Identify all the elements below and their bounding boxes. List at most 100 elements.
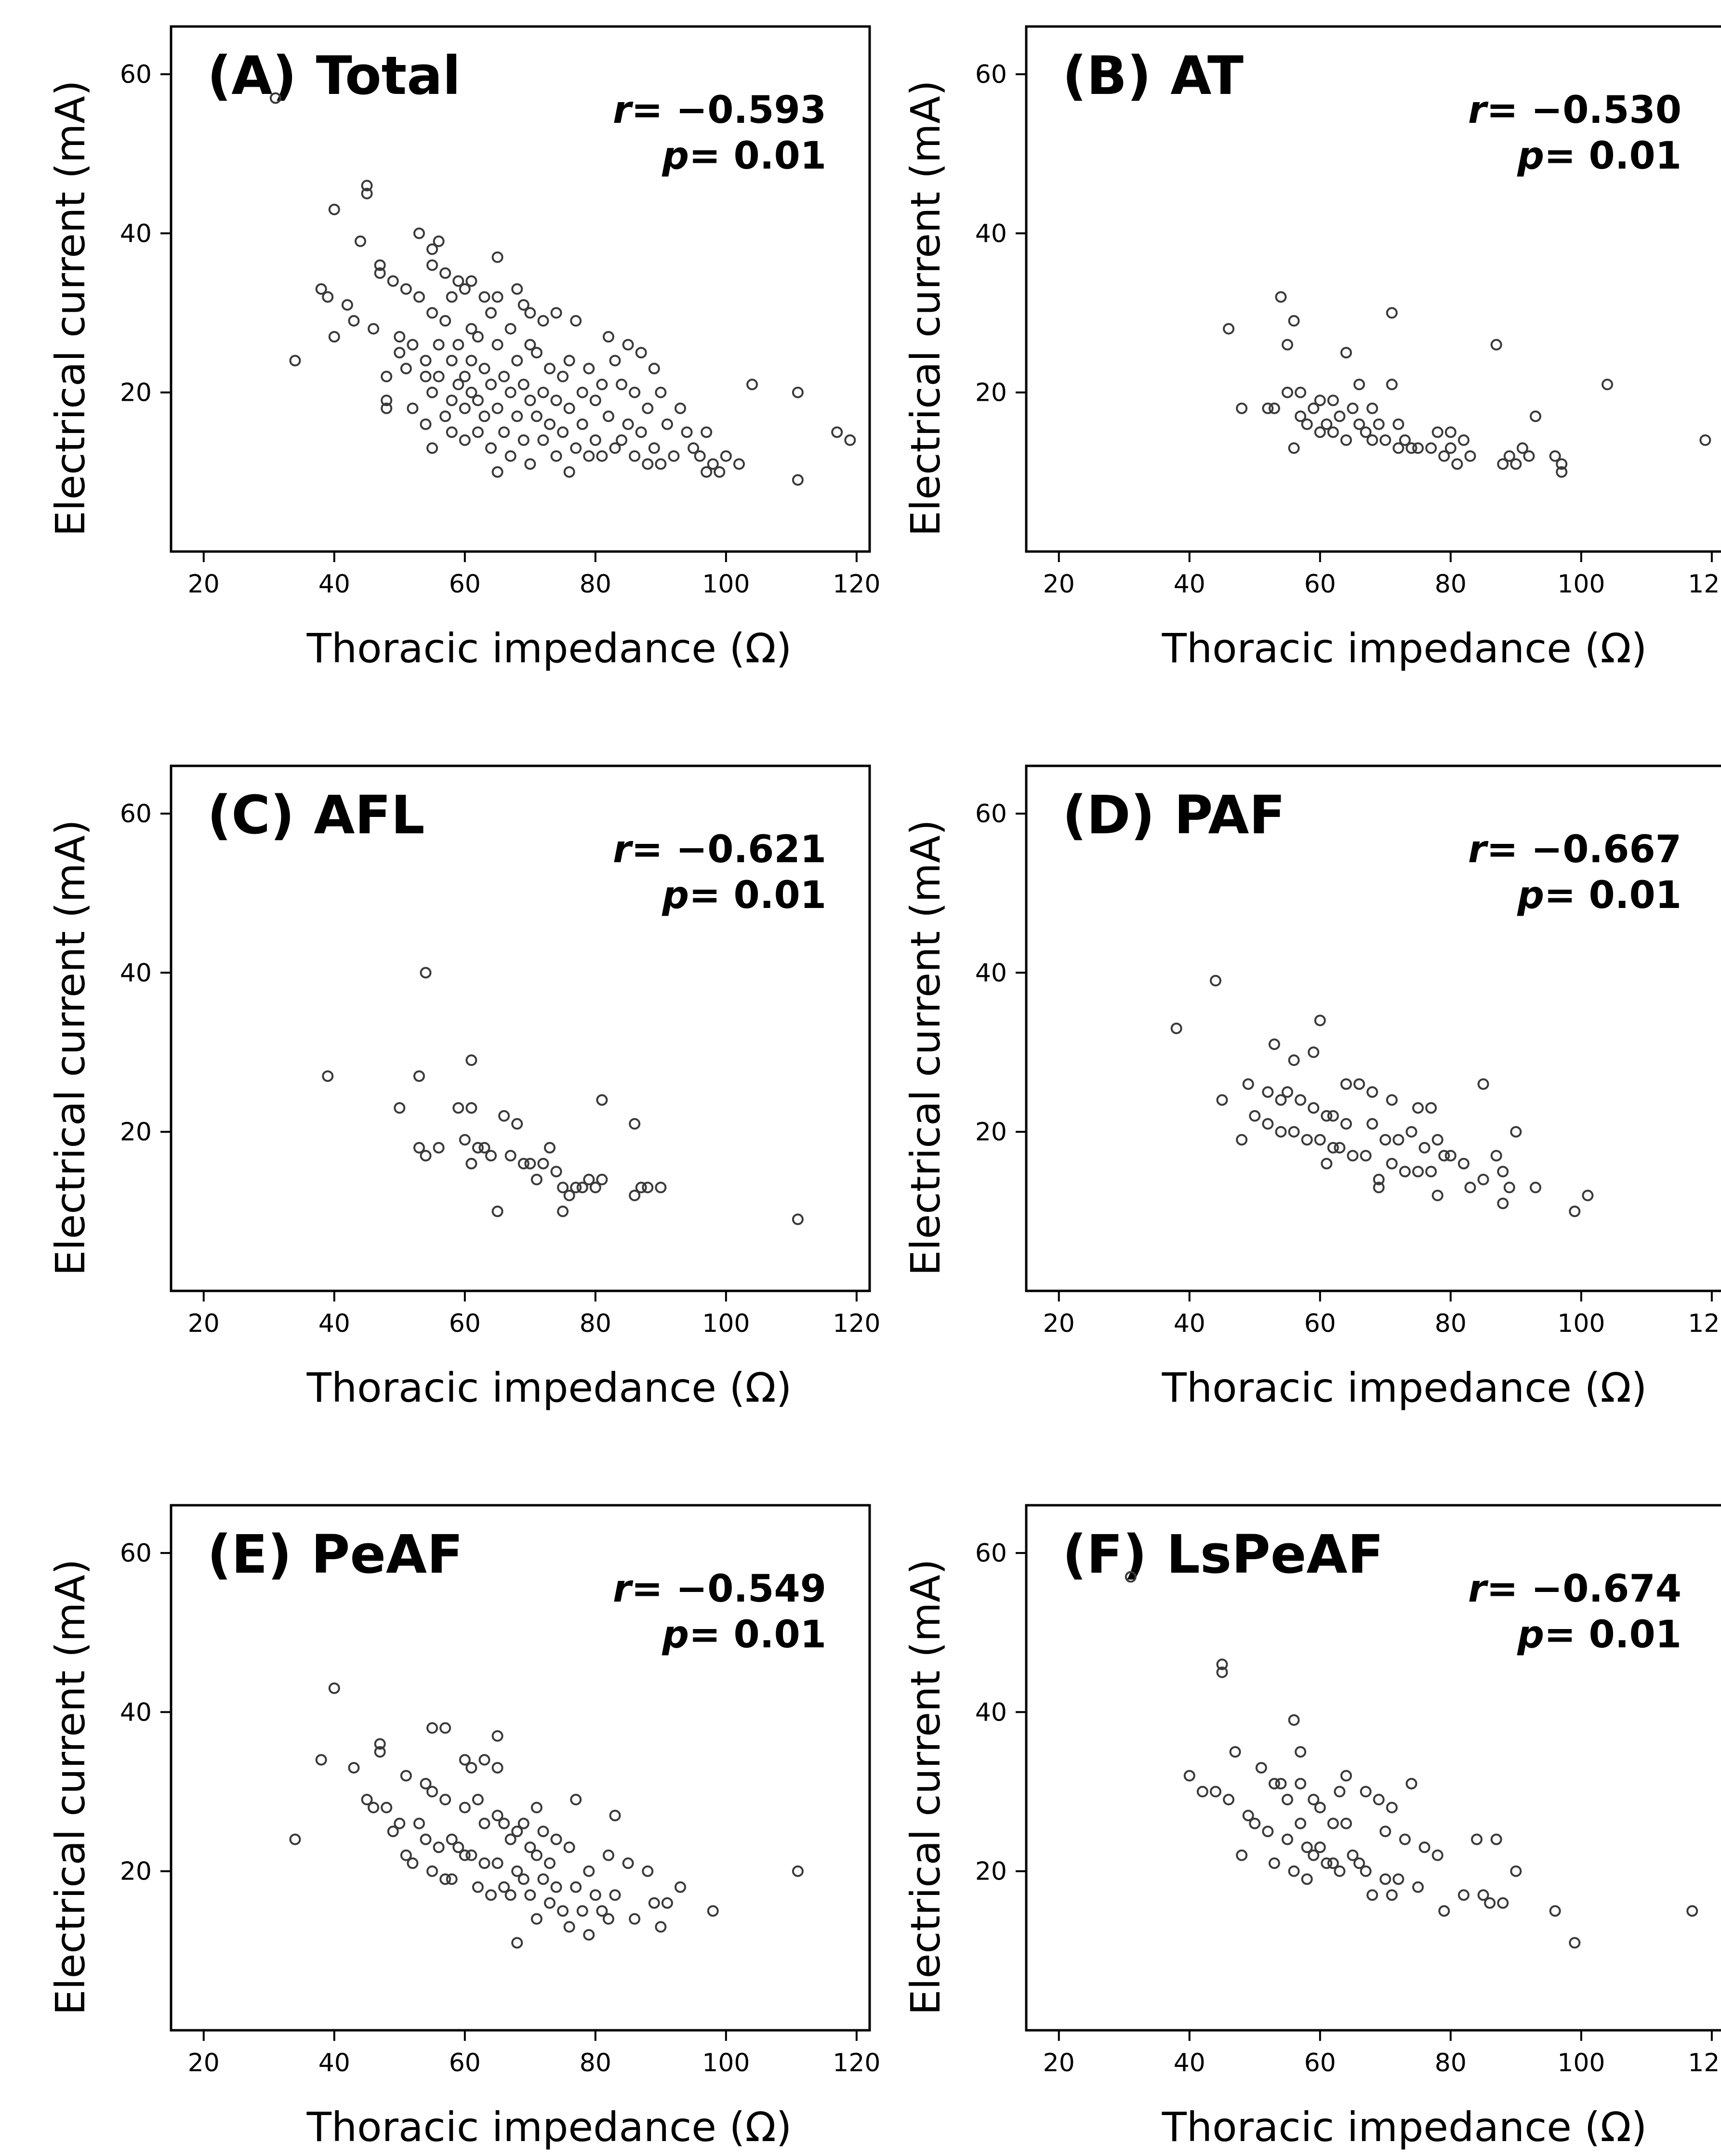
data-point bbox=[1314, 426, 1326, 438]
data-point bbox=[707, 1905, 719, 1917]
x-tick-label: 60 bbox=[1304, 2049, 1336, 2077]
data-point bbox=[439, 315, 451, 327]
x-tick-label: 60 bbox=[449, 570, 481, 599]
y-tick-label: 20 bbox=[975, 1118, 1007, 1147]
data-point bbox=[1183, 1770, 1195, 1782]
data-point bbox=[498, 1881, 510, 1893]
data-point bbox=[648, 363, 660, 375]
y-tick-label: 40 bbox=[975, 959, 1007, 987]
data-point bbox=[1431, 426, 1443, 438]
data-point bbox=[1412, 442, 1424, 454]
data-point bbox=[589, 1889, 601, 1901]
data-point bbox=[1373, 1173, 1385, 1185]
data-point bbox=[1602, 379, 1614, 391]
data-points bbox=[1170, 974, 1594, 1217]
data-point bbox=[1314, 1801, 1326, 1814]
data-point bbox=[381, 402, 393, 414]
r-statistic: r= −0.593 bbox=[613, 89, 826, 132]
data-point bbox=[394, 1817, 406, 1829]
data-points bbox=[269, 92, 856, 486]
y-tick-label: 20 bbox=[975, 1857, 1007, 1886]
data-point bbox=[1399, 1166, 1411, 1178]
data-point bbox=[1569, 1937, 1581, 1949]
data-point bbox=[1386, 1094, 1398, 1106]
panel-letter: (A) bbox=[207, 45, 297, 106]
data-point bbox=[485, 379, 497, 391]
data-point bbox=[714, 466, 726, 478]
data-point bbox=[465, 323, 477, 335]
data-point bbox=[498, 426, 510, 438]
data-point bbox=[1288, 1714, 1300, 1726]
data-point bbox=[1582, 1189, 1594, 1201]
data-point bbox=[576, 386, 588, 398]
data-point bbox=[543, 1897, 556, 1909]
y-tick-label: 60 bbox=[120, 1539, 152, 1568]
data-point bbox=[478, 1754, 490, 1766]
x-tick-label: 100 bbox=[702, 1309, 750, 1338]
x-axis-label: Thoracic impedance (Ω) bbox=[1162, 625, 1647, 672]
data-point bbox=[1308, 1794, 1320, 1806]
panel-b: 20 40 60 20 40 60 80 100 120 Thoracic impedance (… bbox=[902, 25, 1721, 672]
data-point bbox=[1451, 458, 1463, 470]
data-point bbox=[1373, 418, 1385, 430]
data-point bbox=[368, 1801, 380, 1814]
data-point bbox=[1295, 386, 1307, 398]
x-tick-label: 80 bbox=[1435, 2049, 1467, 2077]
data-point bbox=[1334, 1865, 1346, 1877]
data-point bbox=[420, 967, 432, 979]
data-point bbox=[1308, 1849, 1320, 1861]
x-tick-label: 40 bbox=[318, 570, 350, 599]
r-statistic: r= −0.674 bbox=[1468, 1567, 1681, 1611]
data-point bbox=[459, 402, 471, 414]
r-statistic: r= −0.530 bbox=[1468, 89, 1681, 132]
x-tick-label: 40 bbox=[318, 2049, 350, 2077]
data-point bbox=[1438, 1905, 1450, 1917]
data-point bbox=[570, 1881, 582, 1893]
panel-letter: (F) bbox=[1062, 1524, 1147, 1585]
p-symbol: p bbox=[662, 134, 689, 178]
r-symbol: r bbox=[613, 89, 634, 132]
data-point bbox=[452, 339, 464, 351]
data-point bbox=[792, 474, 804, 486]
data-point bbox=[1490, 1150, 1502, 1162]
data-point bbox=[472, 1142, 484, 1154]
x-tick-label: 40 bbox=[1174, 2049, 1205, 2077]
data-point bbox=[1255, 1762, 1267, 1774]
data-point bbox=[1334, 410, 1346, 422]
data-point bbox=[1353, 1078, 1365, 1090]
data-point bbox=[491, 1762, 503, 1774]
data-point bbox=[1275, 291, 1287, 303]
data-point bbox=[394, 347, 406, 359]
data-point bbox=[315, 1754, 327, 1766]
data-point bbox=[609, 1810, 621, 1822]
y-axis-label: Electrical current (mA) bbox=[47, 80, 94, 536]
data-point bbox=[1386, 1157, 1398, 1170]
data-point bbox=[1366, 434, 1378, 446]
data-point bbox=[720, 450, 732, 462]
data-point bbox=[465, 1157, 477, 1170]
data-point bbox=[1229, 1746, 1241, 1758]
y-tick-label: 60 bbox=[975, 1539, 1007, 1568]
x-tick-label: 120 bbox=[833, 1309, 880, 1338]
data-point bbox=[1392, 1134, 1404, 1146]
data-point bbox=[1216, 1658, 1228, 1670]
data-point bbox=[517, 379, 530, 391]
data-point bbox=[596, 1173, 608, 1185]
data-point bbox=[524, 394, 536, 407]
data-point bbox=[348, 1762, 360, 1774]
data-point bbox=[1340, 347, 1352, 359]
data-point bbox=[609, 355, 621, 367]
data-point bbox=[472, 1794, 484, 1806]
data-point bbox=[622, 1857, 634, 1869]
data-point bbox=[1477, 1173, 1489, 1185]
data-point bbox=[583, 1173, 595, 1185]
data-point bbox=[328, 203, 340, 215]
data-point bbox=[426, 243, 438, 255]
data-point bbox=[504, 450, 516, 462]
data-point bbox=[1523, 450, 1535, 462]
data-point bbox=[1314, 394, 1326, 407]
data-point bbox=[1196, 1786, 1208, 1798]
data-point bbox=[1262, 1826, 1274, 1838]
data-point bbox=[1301, 1134, 1313, 1146]
data-point bbox=[563, 1921, 575, 1933]
